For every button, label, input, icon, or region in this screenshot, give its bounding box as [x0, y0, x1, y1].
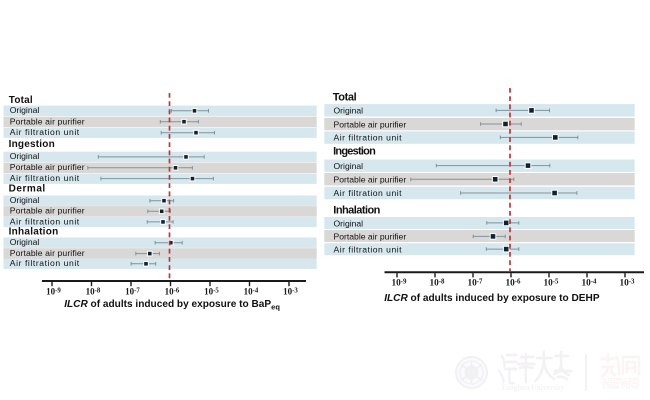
- svg-text:Portable air purifier: Portable air purifier: [10, 116, 85, 126]
- svg-text:Original: Original: [10, 105, 40, 115]
- svg-text:NEWS: NEWS: [602, 376, 640, 391]
- svg-text:Air filtration unit: Air filtration unit: [10, 173, 80, 183]
- svg-text:10-8: 10-8: [429, 278, 445, 288]
- svg-text:Portable air purifier: Portable air purifier: [10, 248, 85, 258]
- svg-text:Air filtration unit: Air filtration unit: [10, 258, 80, 268]
- svg-text:Original: Original: [334, 218, 364, 228]
- svg-text:Air filtration unit: Air filtration unit: [10, 127, 80, 137]
- svg-text:10-3: 10-3: [283, 287, 298, 297]
- svg-text:10-6: 10-6: [505, 278, 521, 288]
- svg-text:Original: Original: [10, 195, 40, 205]
- svg-text:Tsinghua University: Tsinghua University: [501, 382, 565, 392]
- svg-text:10-9: 10-9: [391, 278, 407, 288]
- svg-text:10-4: 10-4: [244, 287, 259, 297]
- svg-text:ILCR of adults induced by expo: ILCR of adults induced by exposure to Ba…: [64, 299, 280, 312]
- svg-text:Original: Original: [10, 237, 40, 247]
- svg-text:Inhalation: Inhalation: [333, 204, 380, 216]
- svg-text:Portable air purifier: Portable air purifier: [10, 206, 85, 216]
- svg-text:Dermal: Dermal: [9, 184, 46, 195]
- svg-text:10-9: 10-9: [46, 287, 61, 297]
- svg-text:Ingestion: Ingestion: [333, 146, 376, 158]
- svg-text:10-6: 10-6: [165, 287, 180, 297]
- svg-text:Total: Total: [333, 91, 357, 103]
- svg-text:Total: Total: [9, 95, 33, 106]
- svg-text:10-7: 10-7: [467, 278, 483, 288]
- svg-text:10-5: 10-5: [204, 287, 219, 297]
- svg-text:Portable air purifier: Portable air purifier: [334, 231, 407, 241]
- svg-text:Air filtration unit: Air filtration unit: [10, 216, 80, 226]
- svg-text:Portable air purifier: Portable air purifier: [334, 119, 407, 129]
- svg-text:Original: Original: [10, 151, 40, 161]
- svg-text:Inhalation: Inhalation: [9, 226, 59, 237]
- svg-text:ILCR of adults induced by expo: ILCR of adults induced by exposure to DE…: [384, 293, 600, 304]
- svg-text:Original: Original: [334, 106, 364, 116]
- svg-text:Air filtration unit: Air filtration unit: [334, 245, 403, 255]
- svg-text:10-7: 10-7: [125, 287, 140, 297]
- svg-text:Air filtration unit: Air filtration unit: [334, 188, 403, 198]
- svg-text:10-4: 10-4: [581, 278, 597, 288]
- svg-text:Air filtration unit: Air filtration unit: [334, 133, 403, 143]
- svg-text:10-3: 10-3: [619, 278, 635, 288]
- svg-text:Portable air purifier: Portable air purifier: [334, 174, 407, 184]
- svg-text:Ingestion: Ingestion: [9, 139, 55, 150]
- svg-text:Portable air purifier: Portable air purifier: [10, 162, 85, 172]
- svg-text:10-5: 10-5: [543, 278, 559, 288]
- svg-text:10-8: 10-8: [86, 287, 101, 297]
- svg-text:Original: Original: [334, 161, 364, 171]
